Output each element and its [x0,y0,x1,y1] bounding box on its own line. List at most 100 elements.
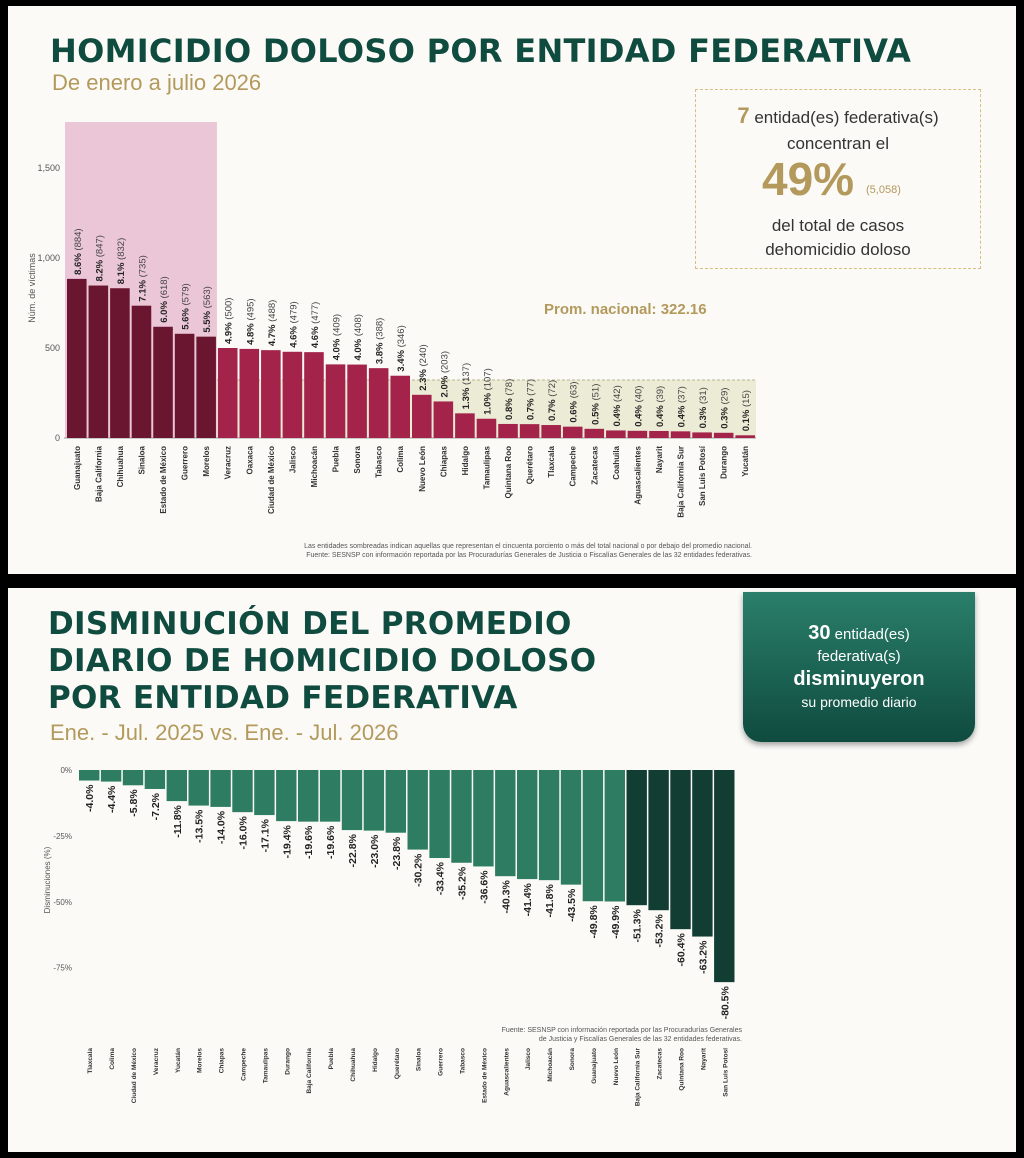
chart1-svg: 0 500 1,000 1,500 Núm. de víctimas 8.6% (884)… [27,122,756,518]
bar-pct-label: 8.1% [116,260,127,284]
summary2-line3: disminuyeron [793,668,925,690]
xtick2-michoacan: Michoacán [547,1048,554,1082]
chart1-title: HOMICIDIO DOLOSO POR ENTIDAD FEDERATIVA [50,32,912,70]
panel-homicidio-por-entidad: HOMICIDIO DOLOSO POR ENTIDAD FEDERATIVA … [8,6,1016,574]
bar2-value-puebla: -19.6% [325,825,337,859]
xtick-tabasco: Tabasco [375,446,384,478]
xtick-quintana-roo: Quintana Roo [504,446,513,499]
bar-label-guerrero: 5.6% (579) [181,283,192,329]
bar-jalisco [282,351,303,438]
bar-count-label: (735) [137,255,148,277]
bar-count-label: (137) [461,363,472,385]
bar2-value-zacatecas: -53.2% [654,914,666,948]
bar-count-label: (408) [353,314,364,336]
bar-baja-california-sur [670,431,691,438]
bar-count-label: (563) [202,286,213,308]
bar-pct-label: 1.0% [482,390,493,414]
bar2-value-ciudad-de-mexico: -5.8% [128,789,140,817]
chart2-footnote-line2: de Justicia y Fiscalías Generales de las… [538,1036,742,1043]
chart2-ytick-label: -25% [53,832,72,841]
bar2-value-veracruz: -7.2% [150,792,162,820]
bar-label-estado-de-mexico: 6.0% (618) [159,276,170,322]
bar-pct-label: 8.6% [73,251,84,275]
bar-count-label: (479) [288,301,299,323]
bar-count-label: (240) [418,344,429,366]
bar-label-guanajuato: 8.6% (884) [73,228,84,274]
bar-pct-label: 4.6% [288,323,299,347]
xtick2-guanajuato: Guanajuato [591,1048,598,1084]
bar-pct-label: 4.7% [267,322,278,346]
bar2-michoacan [538,770,560,881]
bar-pct-label: 0.6% [569,398,580,422]
xtick-guerrero: Guerrero [181,446,190,480]
chart1-ytick-label: 1,500 [37,163,60,173]
xtick2-aguascalientes: Aguascalientes [503,1048,510,1096]
bar2-value-queretaro: -23.8% [391,836,403,870]
bar2-chiapas [210,770,231,807]
bar-label-zacatecas: 0.5% (51) [590,384,601,425]
bar2-value-nuevo-leon: -49.9% [610,905,622,939]
bar-count-label: (346) [396,325,407,347]
bar-count-label: (63) [569,381,580,398]
bar-campeche [562,426,583,438]
xtick-veracruz: Veracruz [224,446,233,479]
bar-pct-label: 0.4% [655,403,666,427]
bar-label-nuevo-leon: 2.3% (240) [418,344,429,390]
bar-label-veracruz: 4.9% (500) [224,298,235,344]
bar-label-campeche: 0.6% (63) [569,381,580,422]
bar2-colima [100,770,122,782]
bar2-morelos [188,770,209,806]
bar2-value-michoacan: -41.8% [544,884,556,918]
xtick-sinaloa: Sinaloa [137,445,146,474]
bar-michoacan [304,352,324,438]
bar-label-hidalgo: 1.3% (137) [461,363,472,409]
bar-count-label: (77) [526,379,537,396]
bar-tamaulipas [476,418,497,438]
bar2-value-nayarit: -63.2% [697,940,709,974]
bar-label-michoacan: 4.6% (477) [310,302,321,348]
bar-count-label: (51) [590,384,601,401]
bar-pct-label: 8.2% [94,257,105,281]
xtick-jalisco: Jalisco [288,446,297,473]
bar-label-baja-california: 8.2% (847) [94,235,105,281]
bar2-campeche [232,770,253,813]
xtick2-tamaulipas: Tamaulipas [262,1048,269,1084]
bar-label-queretaro: 0.7% (77) [526,379,537,420]
bar-count-label: (107) [482,368,493,390]
bar2-value-baja-california: -19.6% [303,825,315,859]
xtick-chihuahua: Chihuahua [116,445,125,487]
bar2-value-sonora: -43.5% [566,888,578,922]
bar-nuevo-leon [412,394,432,438]
bar-label-baja-california-sur: 0.4% (37) [677,386,688,427]
bar-label-ciudad-de-mexico: 4.7% (488) [267,300,278,346]
bar-count-label: (409) [332,314,343,336]
bar2-value-quintana-roo: -60.4% [676,933,688,967]
xtick2-baja-california: Baja California [306,1048,313,1094]
summary-line1: entidad(es) federativa(s) [749,108,939,127]
xtick-tlaxcala: Tlaxcala [547,445,556,477]
xtick-baja-california: Baja California [94,445,103,502]
xtick2-tlaxcala: Tlaxcala [87,1048,94,1074]
xtick2-morelos: Morelos [197,1048,204,1073]
summary-line4: dehomicidio doloso [765,240,911,259]
xtick-aguascalientes: Aguascalientes [633,445,642,504]
bar-label-chihuahua: 8.1% (832) [116,238,127,284]
bar-yucatan [735,435,755,438]
bar2-quintana-roo [670,770,691,930]
bar-label-yucatan: 0.1% (15) [741,390,752,431]
bar-count-label: (500) [224,298,235,320]
chart1-footnote: Las entidades sombreadas indican aquella… [304,542,752,560]
bar-count-label: (203) [439,351,450,373]
bar-label-tamaulipas: 1.0% (107) [482,368,493,414]
chart1-subtitle: De enero a julio 2026 [52,70,262,95]
bar-aguascalientes [627,430,648,438]
bar-pct-label: 4.8% [245,321,256,345]
bar-count-label: (15) [741,390,752,407]
xtick-hidalgo: Hidalgo [461,446,470,475]
xtick2-durango: Durango [284,1048,291,1075]
xtick-nayarit: Nayarit [655,446,664,473]
chart1-ylabel: Núm. de víctimas [27,253,37,323]
chart1-ytick-label: 500 [45,343,60,353]
bar-pct-label: 0.4% [633,403,644,427]
bar-pct-label: 0.4% [677,403,688,427]
